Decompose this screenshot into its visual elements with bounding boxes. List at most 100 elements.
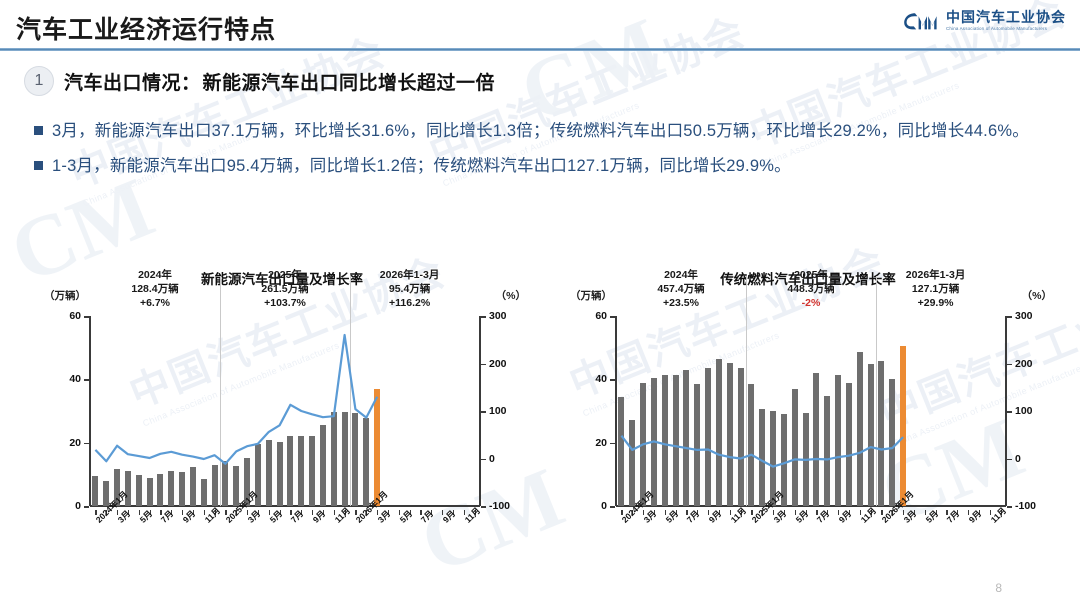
x-tick (420, 510, 422, 515)
annotation-growth: +103.7% (264, 297, 306, 310)
y-tick-label-left: 20 (69, 436, 81, 449)
chart-plot-area: 0 20 40 60 -100 0 100 200 300 2024年 457.4万辆 +23.5% 2… (595, 269, 1036, 512)
bar (835, 375, 842, 506)
x-tick (312, 510, 314, 515)
bullet-text: 3月，新能源汽车出口37.1万辆，环比增长31.6%，同比增长1.3倍；传统燃料… (52, 122, 1029, 140)
bar (737, 368, 744, 506)
chart-annotation: 2025年 448.3万辆 -2% (787, 268, 834, 310)
bar (222, 460, 229, 506)
bullet-list: 3月，新能源汽车出口37.1万辆，环比增长31.6%，同比增长1.3倍；传统燃料… (34, 118, 1064, 187)
x-tick (398, 510, 400, 515)
chart-annotation: 2025年 261.5万辆 +103.7% (261, 268, 308, 310)
bar (200, 479, 207, 506)
chart-unit-left: （万辆） (44, 290, 86, 302)
annotation-growth: +29.9% (917, 297, 954, 310)
chart-nev-export: 新能源汽车出口量及增长率 （万辆） （%） 0 20 40 60 -100 0 100 200… (22, 258, 542, 578)
section-number-badge: 1 (24, 66, 54, 96)
bar (629, 419, 636, 506)
x-tick (675, 510, 677, 515)
x-tick (783, 510, 786, 515)
x-tick (989, 510, 991, 515)
chart-plot-area: 0 20 40 60 -100 0 100 200 300 2024年 128.4万辆 +6.7% 20… (69, 269, 510, 512)
y-axis-right (479, 316, 481, 506)
bar-highlight (374, 388, 381, 506)
bar (867, 364, 874, 506)
growth-rate-line (94, 333, 379, 465)
x-tick (794, 510, 796, 515)
x-tick (214, 510, 216, 515)
x-tick (632, 510, 634, 515)
annotation-volume: 457.4万辆 (657, 283, 705, 296)
x-tick (171, 510, 173, 515)
bar (341, 412, 348, 506)
bar (124, 471, 131, 506)
y-tick-right (481, 506, 486, 508)
x-tick (117, 510, 119, 515)
y-tick-right (1007, 363, 1012, 365)
x-tick (924, 510, 926, 515)
x-tick (751, 510, 753, 515)
x-tick (442, 510, 444, 515)
x-tick-label: 11月 (728, 505, 748, 525)
y-tick-label-right: 0 (1015, 452, 1021, 465)
x-tick-label: 11月 (332, 505, 352, 525)
x-tick (333, 510, 335, 515)
annotation-volume: 448.3万辆 (787, 283, 835, 296)
y-tick-label-left: 0 (75, 500, 81, 512)
y-axis-left (615, 316, 617, 506)
x-tick (279, 510, 281, 515)
y-tick-label-right: 200 (1015, 357, 1033, 370)
x-tick (268, 510, 270, 515)
bar (780, 414, 787, 506)
x-tick (149, 510, 151, 515)
y-tick-right (481, 363, 486, 365)
bar (759, 409, 766, 506)
x-tick (366, 510, 368, 515)
x-tick (431, 510, 433, 515)
x-tick (805, 510, 807, 515)
x-tick-label: 11月 (988, 505, 1008, 525)
page-header: 汽车工业经济运行特点 中国汽车工业协会 China Association of… (0, 0, 1080, 52)
chart-unit-right: （%） (495, 290, 526, 302)
x-tick (816, 510, 818, 515)
header-divider (0, 48, 1080, 51)
y-tick-left (610, 379, 615, 381)
chart-annotation: 2026年1-3月 95.4万辆 +116.2% (380, 268, 440, 310)
y-tick-right (1007, 458, 1012, 460)
year-divider (220, 276, 221, 506)
annotation-period: 2026年1-3月 (905, 269, 966, 281)
annotation-growth: +6.7% (139, 297, 171, 310)
x-axis (90, 505, 480, 507)
chart-ice-export: 传统燃料汽车出口量及增长率 （万辆） （%） 0 20 40 60 -100 0 100 20… (548, 258, 1068, 578)
bar (287, 436, 294, 506)
bar (618, 397, 625, 506)
bullet-square-icon (34, 160, 43, 170)
x-tick (621, 510, 623, 515)
x-tick (387, 510, 390, 515)
annotation-volume: 261.5万辆 (261, 283, 309, 296)
annotation-period: 2024年 (138, 269, 172, 281)
x-tick (892, 510, 894, 515)
x-tick (664, 510, 666, 515)
y-tick-left (84, 506, 89, 508)
y-tick-left (84, 379, 89, 381)
bar (856, 352, 863, 506)
x-tick (377, 510, 379, 515)
y-tick-label-right: 100 (1015, 405, 1033, 417)
bar (845, 382, 852, 506)
list-item: 3月，新能源汽车出口37.1万辆，环比增长31.6%，同比增长1.3倍；传统燃料… (34, 118, 1064, 145)
x-tick (838, 510, 840, 515)
y-tick-label-right: 100 (489, 405, 507, 417)
bar (309, 436, 316, 506)
bar (168, 471, 175, 506)
x-tick (95, 510, 97, 515)
x-tick (247, 510, 249, 515)
x-tick (290, 510, 292, 515)
x-axis (616, 505, 1006, 507)
logo-text-en: China Association of Automobile Manufact… (946, 25, 1048, 31)
bar (179, 472, 186, 506)
x-tick (192, 510, 195, 515)
y-tick-label-left: 40 (69, 373, 81, 386)
annotation-period: 2026年1-3月 (379, 269, 440, 281)
